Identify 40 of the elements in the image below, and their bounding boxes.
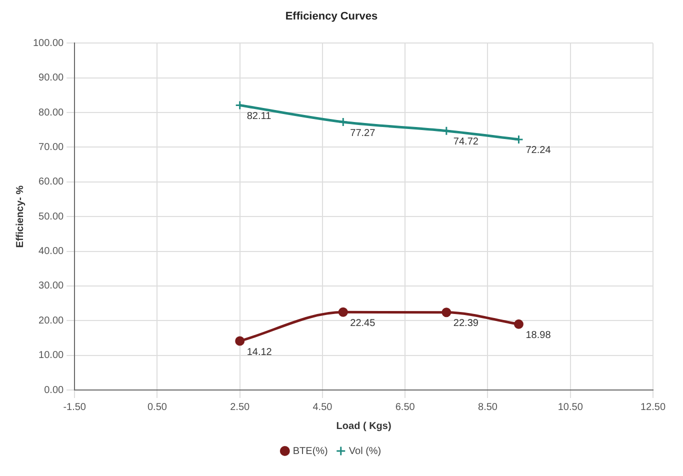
x-tick-label: -1.50	[63, 402, 86, 413]
y-tick-label: 0.00	[44, 384, 64, 396]
legend-label: BTE(%)	[292, 446, 328, 457]
y-axis-title: Efficiency- %	[14, 185, 26, 248]
x-tick-label: 6.50	[395, 402, 416, 413]
y-tick-label: 60.00	[38, 176, 64, 188]
y-tick-label: 10.00	[38, 350, 64, 362]
data-label: 72.24	[526, 145, 552, 156]
y-tick-label: 90.00	[38, 72, 64, 84]
data-label: 14.12	[246, 346, 272, 358]
data-label: 22.39	[453, 318, 479, 330]
y-tick-label: 80.00	[38, 107, 64, 118]
x-tick-label: 0.50	[147, 402, 168, 413]
x-tick-label: 12.50	[640, 402, 666, 413]
y-tick-label: 50.00	[38, 211, 64, 222]
point	[338, 307, 348, 317]
point	[235, 336, 245, 346]
legend-label: Vol (%)	[348, 446, 382, 457]
y-tick-label: 70.00	[38, 142, 64, 153]
point	[442, 126, 452, 136]
point	[514, 134, 524, 144]
y-tick-label: 20.00	[38, 315, 64, 326]
y-tick-label: 40.00	[38, 246, 64, 258]
data-label: 18.98	[526, 330, 552, 341]
data-label: 22.45	[350, 318, 376, 329]
point	[514, 319, 524, 329]
point	[338, 117, 348, 127]
point	[235, 100, 245, 110]
x-tick-label: 10.50	[558, 402, 584, 413]
x-tick-label: 4.50	[312, 402, 333, 413]
chart-title: Efficiency Curves	[285, 10, 378, 23]
x-axis-title: Load ( Kgs)	[336, 420, 392, 432]
y-tick-label: 100.00	[32, 38, 64, 49]
point	[442, 308, 452, 318]
y-tick-label: 30.00	[38, 280, 64, 292]
data-label: 82.11	[246, 110, 272, 122]
data-label: 74.72	[453, 136, 479, 148]
x-tick-label: 2.50	[230, 402, 250, 413]
x-tick-label: 8.50	[478, 402, 498, 413]
data-label: 77.27	[350, 128, 376, 139]
